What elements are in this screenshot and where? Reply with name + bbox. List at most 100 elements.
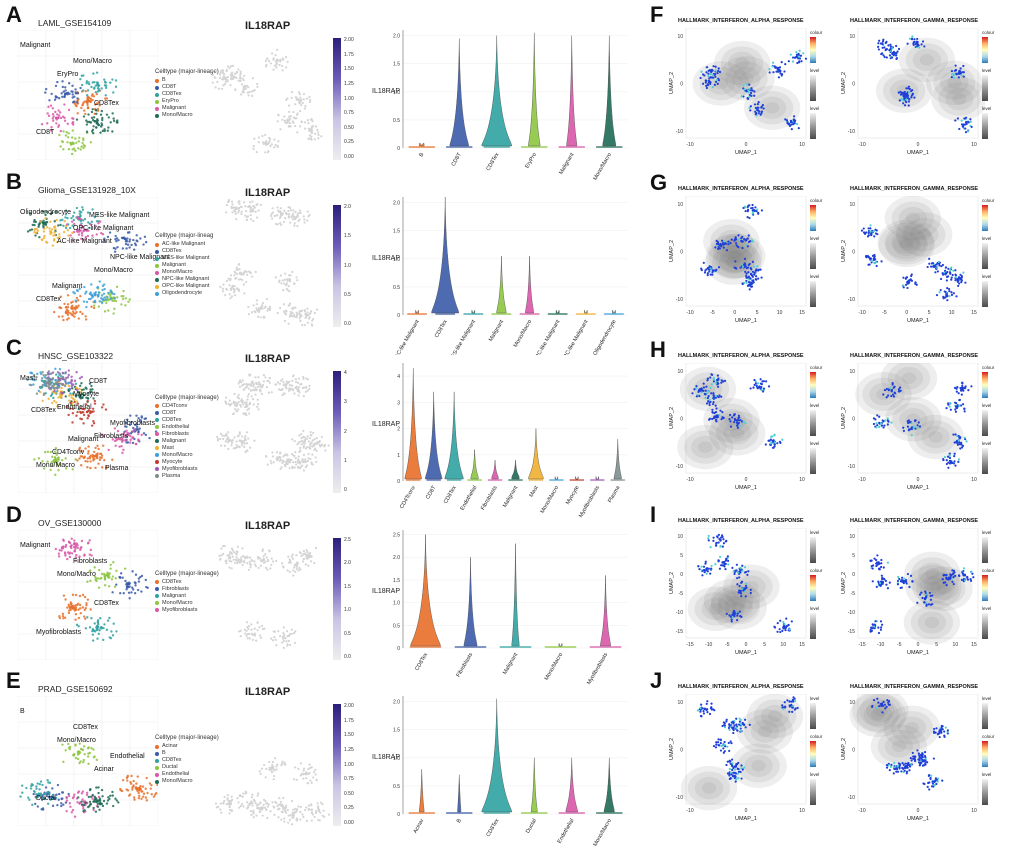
cell-point — [292, 375, 294, 377]
cell-point — [65, 796, 67, 798]
cell-point — [908, 104, 910, 106]
legend-label: B — [162, 750, 166, 757]
cell-point — [102, 403, 104, 405]
cell-point — [718, 67, 720, 69]
cell-point — [282, 212, 284, 214]
cell-point — [716, 79, 718, 81]
x-tick-label: Mono/Macro — [513, 319, 533, 348]
cell-point — [47, 373, 49, 375]
cell-point — [271, 801, 273, 803]
cell-point — [52, 119, 54, 121]
cell-point — [40, 780, 42, 782]
cell-point — [63, 540, 65, 542]
legend-swatch — [155, 257, 159, 261]
x-tick-label: Fibroblasts — [480, 485, 499, 512]
cell-point — [249, 403, 251, 405]
cell-point — [312, 776, 314, 778]
cell-point — [290, 814, 292, 816]
cell-point — [252, 385, 254, 387]
legend-label: Malignant — [162, 593, 186, 600]
legend-swatch — [155, 446, 159, 450]
cell-point — [224, 545, 226, 547]
cell-point — [294, 387, 296, 389]
cell-point — [92, 81, 94, 83]
cell-point — [91, 93, 93, 95]
cell-point — [62, 225, 64, 227]
cell-point — [92, 634, 94, 636]
cell-point — [704, 393, 706, 395]
cell-point — [93, 116, 95, 118]
cell-point — [255, 211, 257, 213]
cell-point — [232, 556, 234, 558]
cell-point — [103, 623, 105, 625]
cell-point — [298, 569, 300, 571]
cell-point — [260, 316, 262, 318]
x-tick-label: Malignant — [502, 485, 519, 509]
cell-point — [795, 51, 797, 53]
cell-point — [303, 454, 305, 456]
cell-point — [80, 612, 82, 614]
cell-point — [263, 555, 265, 557]
cell-point — [281, 762, 283, 764]
violin-1 — [458, 775, 461, 812]
cluster-label: Mono/Macro — [36, 462, 75, 469]
x-tick-label: 0 — [917, 142, 920, 148]
cell-point — [239, 80, 241, 82]
legend-swatch — [155, 411, 159, 415]
cell-point — [105, 94, 107, 96]
cell-point — [220, 72, 222, 74]
cell-point — [306, 782, 308, 784]
cell-point — [116, 286, 118, 288]
cell-point — [234, 294, 236, 296]
cell-point — [41, 784, 43, 786]
cell-point — [54, 474, 56, 476]
cell-point — [150, 787, 152, 789]
cell-point — [89, 467, 91, 469]
x-tick-label: Ductal — [525, 818, 538, 835]
cell-point — [239, 440, 241, 442]
cell-point — [312, 318, 314, 320]
cell-point — [308, 453, 310, 455]
cell-point — [272, 639, 274, 641]
cell-point — [249, 561, 251, 563]
cell-point — [748, 204, 750, 206]
cell-point — [237, 408, 239, 410]
cell-point — [97, 462, 99, 464]
cell-point — [906, 287, 908, 289]
cell-point — [87, 755, 89, 757]
cell-point — [135, 574, 137, 576]
cell-point — [95, 113, 97, 115]
cell-point — [220, 433, 222, 435]
cell-point — [275, 66, 277, 68]
x-tick-label: AC-like Malignant — [394, 319, 421, 355]
cell-point — [101, 289, 103, 291]
cell-point — [133, 249, 135, 251]
cell-point — [95, 455, 97, 457]
x-tick-label: Acinar — [412, 818, 425, 835]
cell-point — [62, 86, 64, 88]
cell-point — [243, 201, 245, 203]
cell-point — [38, 788, 40, 790]
cell-point — [288, 213, 290, 215]
cell-point — [107, 799, 109, 801]
cell-point — [292, 120, 294, 122]
cell-point — [226, 280, 228, 282]
cell-point — [75, 554, 77, 556]
cell-point — [709, 81, 711, 83]
cell-point — [774, 445, 776, 447]
cell-point — [747, 91, 749, 93]
cell-point — [314, 138, 316, 140]
colorbar-tick: 1.50 — [344, 67, 364, 72]
cell-point — [35, 378, 37, 380]
cell-point — [64, 598, 66, 600]
cell-point — [310, 804, 312, 806]
cell-point — [747, 210, 749, 212]
cell-point — [240, 556, 242, 558]
cell-point — [742, 84, 744, 86]
cell-point — [273, 778, 275, 780]
y-tick-label: 0 — [397, 146, 400, 152]
cell-point — [122, 779, 124, 781]
cell-point — [242, 273, 244, 275]
cell-point — [310, 136, 312, 138]
